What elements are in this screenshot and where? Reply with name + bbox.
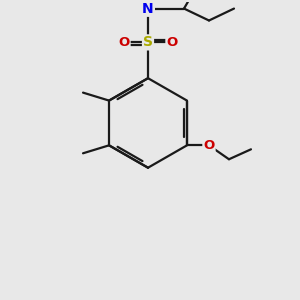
Text: O: O bbox=[167, 36, 178, 49]
Text: N: N bbox=[142, 2, 154, 16]
Text: N: N bbox=[142, 2, 154, 16]
Text: O: O bbox=[118, 36, 130, 49]
Text: O: O bbox=[203, 139, 214, 152]
Text: S: S bbox=[143, 35, 153, 50]
